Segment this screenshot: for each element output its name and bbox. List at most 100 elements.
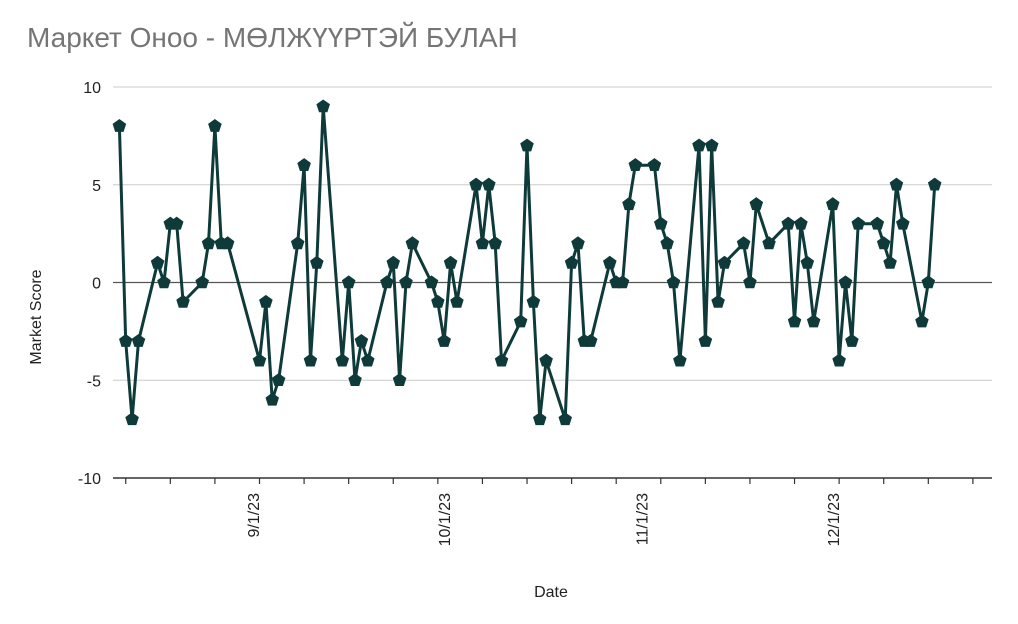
data-point — [335, 353, 350, 367]
data-point — [717, 255, 732, 269]
data-point — [310, 255, 324, 269]
data-point — [271, 373, 286, 386]
data-point — [443, 255, 458, 269]
data-point — [201, 236, 216, 250]
data-point — [361, 353, 375, 367]
data-point — [150, 255, 165, 269]
y-tick-label: 0 — [92, 276, 101, 293]
data-point — [125, 412, 139, 426]
data-point — [654, 216, 668, 230]
data-point — [297, 158, 311, 171]
data-point — [469, 177, 483, 191]
y-tick-label: 10 — [83, 80, 101, 97]
data-point — [870, 216, 885, 230]
data-point — [736, 236, 751, 250]
data-point — [915, 314, 929, 328]
data-point — [131, 333, 146, 347]
data-point — [405, 236, 420, 250]
data-point — [660, 236, 674, 250]
data-point — [666, 275, 681, 289]
data-point — [603, 255, 617, 269]
data-point — [622, 197, 636, 211]
data-point — [749, 197, 764, 211]
data-point — [252, 353, 267, 367]
data-point — [354, 333, 369, 347]
data-point — [208, 118, 222, 132]
x-tick-label: 10/1/23 — [437, 493, 454, 546]
data-point — [220, 236, 235, 250]
y-axis-title: Market Score — [28, 269, 45, 364]
data-point — [896, 216, 910, 230]
data-point — [424, 275, 439, 289]
data-point — [316, 99, 330, 113]
data-point — [520, 138, 534, 152]
data-point — [615, 275, 630, 289]
data-point — [711, 294, 725, 308]
data-point — [169, 216, 184, 230]
data-point — [838, 275, 853, 289]
y-tick-label: -10 — [78, 471, 101, 488]
y-axis-tick-labels: 10 5 0 -5 -10 — [78, 80, 101, 488]
data-point — [265, 392, 279, 406]
data-point — [392, 373, 407, 386]
data-point — [826, 197, 840, 211]
x-tick-label: 9/1/23 — [246, 493, 263, 538]
data-point — [475, 236, 490, 250]
data-point — [889, 177, 904, 191]
data-point — [399, 275, 413, 289]
series-line — [117, 105, 937, 421]
data-point — [806, 314, 821, 328]
data-point — [386, 255, 400, 269]
data-point — [705, 138, 719, 152]
data-point — [800, 255, 815, 269]
data-point — [437, 333, 451, 347]
data-point — [348, 373, 362, 386]
data-point — [876, 236, 891, 250]
data-point — [845, 333, 859, 347]
y-tick-label: 5 — [92, 178, 101, 195]
data-point — [832, 353, 846, 367]
data-point — [119, 333, 133, 347]
chart-title: Маркет Оноо - МӨЛЖҮҮРТЭЙ БУЛАН — [27, 22, 518, 53]
data-point — [482, 177, 496, 191]
data-point — [583, 333, 598, 347]
data-point — [539, 353, 553, 367]
data-point — [673, 353, 687, 367]
x-axis-title: Date — [534, 584, 568, 601]
data-point — [564, 255, 579, 269]
data-point — [157, 275, 171, 289]
data-point — [259, 294, 273, 308]
data-point — [851, 216, 865, 230]
data-point — [195, 275, 209, 289]
data-point — [921, 275, 936, 289]
data-point — [692, 138, 706, 152]
data-point — [781, 216, 795, 230]
data-point — [303, 353, 318, 367]
data-point — [112, 118, 127, 132]
data-point — [558, 412, 572, 426]
x-tick-label: 12/1/23 — [826, 493, 843, 546]
data-point — [380, 275, 394, 289]
x-axis-tick-labels: 9/1/23 10/1/23 11/1/23 12/1/23 — [246, 493, 843, 546]
data-point — [526, 294, 541, 308]
data-point — [290, 236, 305, 250]
data-point — [927, 177, 942, 191]
data-point — [176, 294, 190, 308]
series-market-score — [112, 99, 942, 426]
data-point — [698, 333, 713, 347]
data-point — [743, 275, 757, 289]
data-point — [571, 236, 585, 250]
data-point — [513, 314, 528, 328]
data-point — [341, 275, 356, 289]
data-point — [647, 158, 662, 171]
data-point — [431, 294, 445, 308]
data-point — [494, 353, 509, 367]
data-point — [883, 255, 897, 269]
y-tick-label: -5 — [87, 373, 101, 390]
data-point — [488, 236, 502, 250]
data-point — [533, 412, 547, 426]
x-tick-label: 11/1/23 — [635, 493, 652, 545]
data-point — [450, 294, 464, 308]
data-point — [762, 236, 776, 250]
